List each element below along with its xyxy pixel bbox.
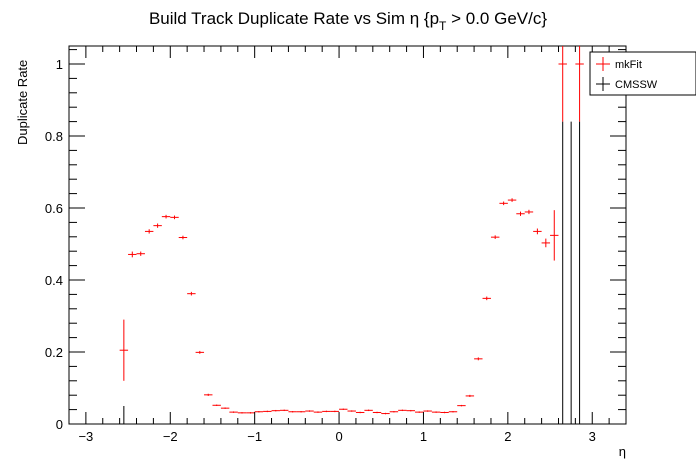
y-axis-label: Duplicate Rate bbox=[15, 60, 30, 145]
y-tick-label: 0 bbox=[56, 417, 63, 432]
chart-title-main: Build Track Duplicate Rate vs Sim η {p bbox=[149, 9, 439, 28]
mkfit-point bbox=[440, 411, 449, 414]
mkfit-point bbox=[465, 394, 475, 397]
mkfit-point bbox=[313, 411, 323, 413]
mkfit-point bbox=[406, 409, 416, 412]
series-cmssw bbox=[119, 121, 584, 425]
y-tick-label: 0.4 bbox=[45, 273, 63, 288]
mkfit-point bbox=[423, 410, 432, 412]
mkfit-point bbox=[254, 411, 264, 413]
mkfit-point bbox=[347, 410, 356, 412]
mkfit-point bbox=[482, 296, 491, 301]
mkfit-point bbox=[153, 223, 162, 228]
mkfit-point bbox=[195, 350, 205, 354]
mkfit-point bbox=[381, 412, 390, 415]
mkfit-point bbox=[364, 409, 373, 412]
mkfit-point bbox=[431, 411, 441, 413]
x-tick-label: −1 bbox=[247, 429, 262, 444]
mkfit-point bbox=[398, 409, 407, 412]
mkfit-point bbox=[229, 411, 238, 413]
mkfit-point bbox=[263, 410, 272, 413]
mkfit-point bbox=[507, 198, 517, 202]
mkfit-point bbox=[220, 407, 230, 409]
mkfit-point bbox=[279, 409, 289, 412]
mkfit-point bbox=[237, 412, 247, 414]
legend-mkfit-label: mkFit bbox=[615, 59, 642, 71]
legend-entry-mkfit: mkFit bbox=[596, 57, 642, 71]
plot-area-border bbox=[68, 45, 627, 425]
chart-title-tail: > 0.0 GeV/c} bbox=[446, 9, 547, 28]
mkfit-point bbox=[178, 235, 188, 240]
cmssw-point bbox=[575, 121, 584, 425]
y-tick-label: 0.8 bbox=[45, 129, 63, 144]
y-axis-ticks bbox=[69, 49, 626, 425]
y-tick-label: 1 bbox=[56, 57, 63, 72]
y-axis-tick-labels: 0 0.2 0.4 0.6 0.8 1 bbox=[45, 57, 63, 432]
mkfit-point bbox=[144, 229, 154, 234]
mkfit-point bbox=[339, 408, 348, 410]
mkfit-point bbox=[212, 404, 221, 406]
cmssw-point bbox=[566, 121, 576, 425]
x-tick-label: 0 bbox=[335, 429, 342, 444]
mkfit-point bbox=[246, 412, 255, 414]
mkfit-point bbox=[524, 209, 534, 215]
cmssw-point bbox=[558, 121, 567, 425]
chart-title-subscript: T bbox=[439, 19, 447, 33]
mkfit-point bbox=[170, 215, 179, 220]
legend-cmssw-label: CMSSW bbox=[615, 79, 658, 91]
mkfit-point bbox=[499, 201, 508, 206]
mkfit-point bbox=[457, 404, 466, 407]
mkfit-point bbox=[330, 410, 340, 413]
y-tick-label: 0.6 bbox=[45, 201, 63, 216]
mkfit-point bbox=[558, 46, 567, 122]
mkfit-point bbox=[187, 291, 196, 296]
cmssw-point bbox=[119, 406, 129, 425]
mkfit-point bbox=[204, 393, 213, 396]
x-axis-label: η bbox=[619, 444, 626, 459]
series-mkfit bbox=[119, 46, 584, 415]
mkfit-point bbox=[448, 411, 458, 413]
mkfit-point bbox=[474, 357, 483, 361]
legend-box bbox=[589, 51, 696, 96]
chart-title: Build Track Duplicate Rate vs Sim η {pT … bbox=[149, 9, 547, 33]
mkfit-point bbox=[516, 211, 525, 216]
mkfit-point bbox=[296, 411, 306, 413]
mkfit-point bbox=[415, 411, 424, 413]
x-tick-label: 1 bbox=[420, 429, 427, 444]
y-tick-label: 0.2 bbox=[45, 345, 63, 360]
mkfit-point bbox=[305, 410, 314, 412]
mkfit-point bbox=[271, 409, 280, 412]
plot-frame bbox=[68, 45, 627, 425]
x-tick-label: −2 bbox=[163, 429, 178, 444]
mkfit-point bbox=[541, 238, 551, 248]
mkfit-point bbox=[372, 411, 382, 414]
x-tick-label: 2 bbox=[504, 429, 511, 444]
mkfit-point bbox=[575, 46, 584, 122]
x-tick-label: 3 bbox=[589, 429, 596, 444]
mkfit-point bbox=[533, 228, 542, 235]
mkfit-point bbox=[389, 411, 399, 413]
mkfit-point bbox=[128, 251, 137, 258]
mkfit-point bbox=[322, 410, 331, 413]
mkfit-point bbox=[161, 214, 171, 219]
mkfit-point bbox=[490, 235, 500, 239]
x-axis-tick-labels: −3 −2 −1 0 1 2 3 bbox=[78, 429, 595, 444]
mkfit-point bbox=[119, 319, 129, 381]
legend: mkFit CMSSW bbox=[589, 51, 696, 96]
legend-entry-cmssw: CMSSW bbox=[596, 77, 658, 91]
mkfit-point bbox=[136, 251, 145, 256]
x-tick-label: −3 bbox=[78, 429, 93, 444]
mkfit-point bbox=[288, 411, 297, 413]
mkfit-point bbox=[355, 411, 365, 414]
mkfit-point bbox=[550, 210, 559, 261]
